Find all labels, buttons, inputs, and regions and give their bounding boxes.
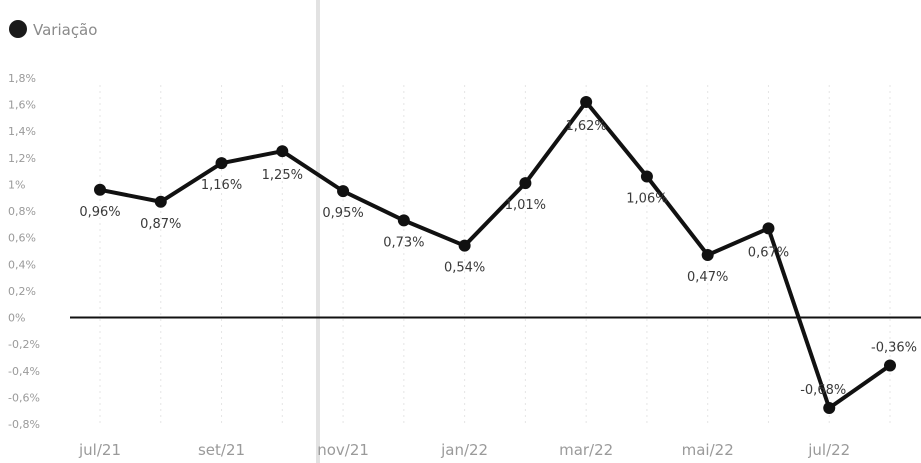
y-tick-label: -0,4%	[8, 365, 40, 378]
data-label: 1,06%	[626, 191, 667, 206]
data-point	[94, 183, 106, 196]
data-label: 0,96%	[79, 205, 120, 220]
x-tick-label: mai/22	[682, 441, 734, 459]
data-point	[337, 185, 350, 198]
y-tick-label: 1%	[8, 178, 25, 191]
x-tick-label: nov/21	[317, 441, 369, 459]
data-point	[762, 222, 775, 235]
y-tick-label: 0,4%	[8, 258, 36, 271]
y-tick-label: -0,8%	[8, 418, 40, 431]
data-label: 1,01%	[505, 198, 546, 213]
data-label: 0,73%	[383, 235, 424, 250]
legend-marker	[9, 20, 27, 38]
x-axis: jul/21 set/21 nov/21 jan/22 mar/22 mai/22 jul/…	[78, 441, 850, 459]
data-label: 1,25%	[262, 168, 303, 183]
legend: Variação	[9, 20, 97, 39]
y-tick-label: 0%	[8, 312, 25, 325]
x-tick-label: jul/22	[807, 441, 850, 459]
y-tick-label: -0,6%	[8, 391, 40, 404]
y-tick-label: 0,2%	[8, 285, 36, 298]
data-point	[823, 402, 836, 415]
data-point	[580, 95, 593, 108]
data-label: 1,62%	[565, 119, 606, 134]
data-point	[215, 157, 228, 170]
y-tick-label: 0,6%	[8, 232, 36, 245]
data-label: -0,36%	[871, 340, 917, 355]
data-label: 0,47%	[687, 270, 728, 285]
data-label: 0,54%	[444, 261, 485, 276]
x-tick-label: jan/22	[440, 441, 488, 459]
y-axis: 1,8% 1,6% 1,4% 1,2% 1% 0,8% 0,6% 0,4% 0,2% 0% -0,2…	[8, 72, 40, 431]
y-tick-label: 0,8%	[8, 205, 36, 218]
data-label: 0,67%	[748, 245, 789, 260]
grid	[99, 0, 891, 463]
data-point	[458, 239, 471, 252]
data-label: -0,68%	[800, 383, 846, 398]
y-tick-label: 1,6%	[8, 99, 36, 112]
series-variacao	[94, 95, 896, 415]
y-tick-label: 1,2%	[8, 152, 36, 165]
x-tick-label: mar/22	[559, 441, 613, 459]
y-tick-label: 1,8%	[8, 72, 36, 85]
data-point	[701, 248, 714, 261]
y-tick-label: 1,4%	[8, 125, 36, 138]
y-tick-label: -0,2%	[8, 338, 40, 351]
data-label: 0,95%	[322, 206, 363, 221]
series-line	[98, 99, 892, 411]
data-point	[154, 195, 167, 208]
x-tick-label: jul/21	[78, 441, 121, 459]
data-point	[276, 145, 289, 158]
data-point	[640, 170, 653, 183]
legend-label: Variação	[33, 21, 97, 39]
data-label: 0,87%	[140, 217, 181, 232]
data-labels: 0,96% 0,87% 1,16% 1,25% 0,95% 0,73% 0,54% 1,01%…	[79, 119, 917, 398]
data-label: 1,16%	[201, 178, 242, 193]
data-point	[397, 214, 410, 227]
data-point	[519, 177, 532, 190]
vertical-band	[316, 0, 320, 463]
x-tick-label: set/21	[198, 441, 245, 459]
data-point	[884, 359, 896, 372]
